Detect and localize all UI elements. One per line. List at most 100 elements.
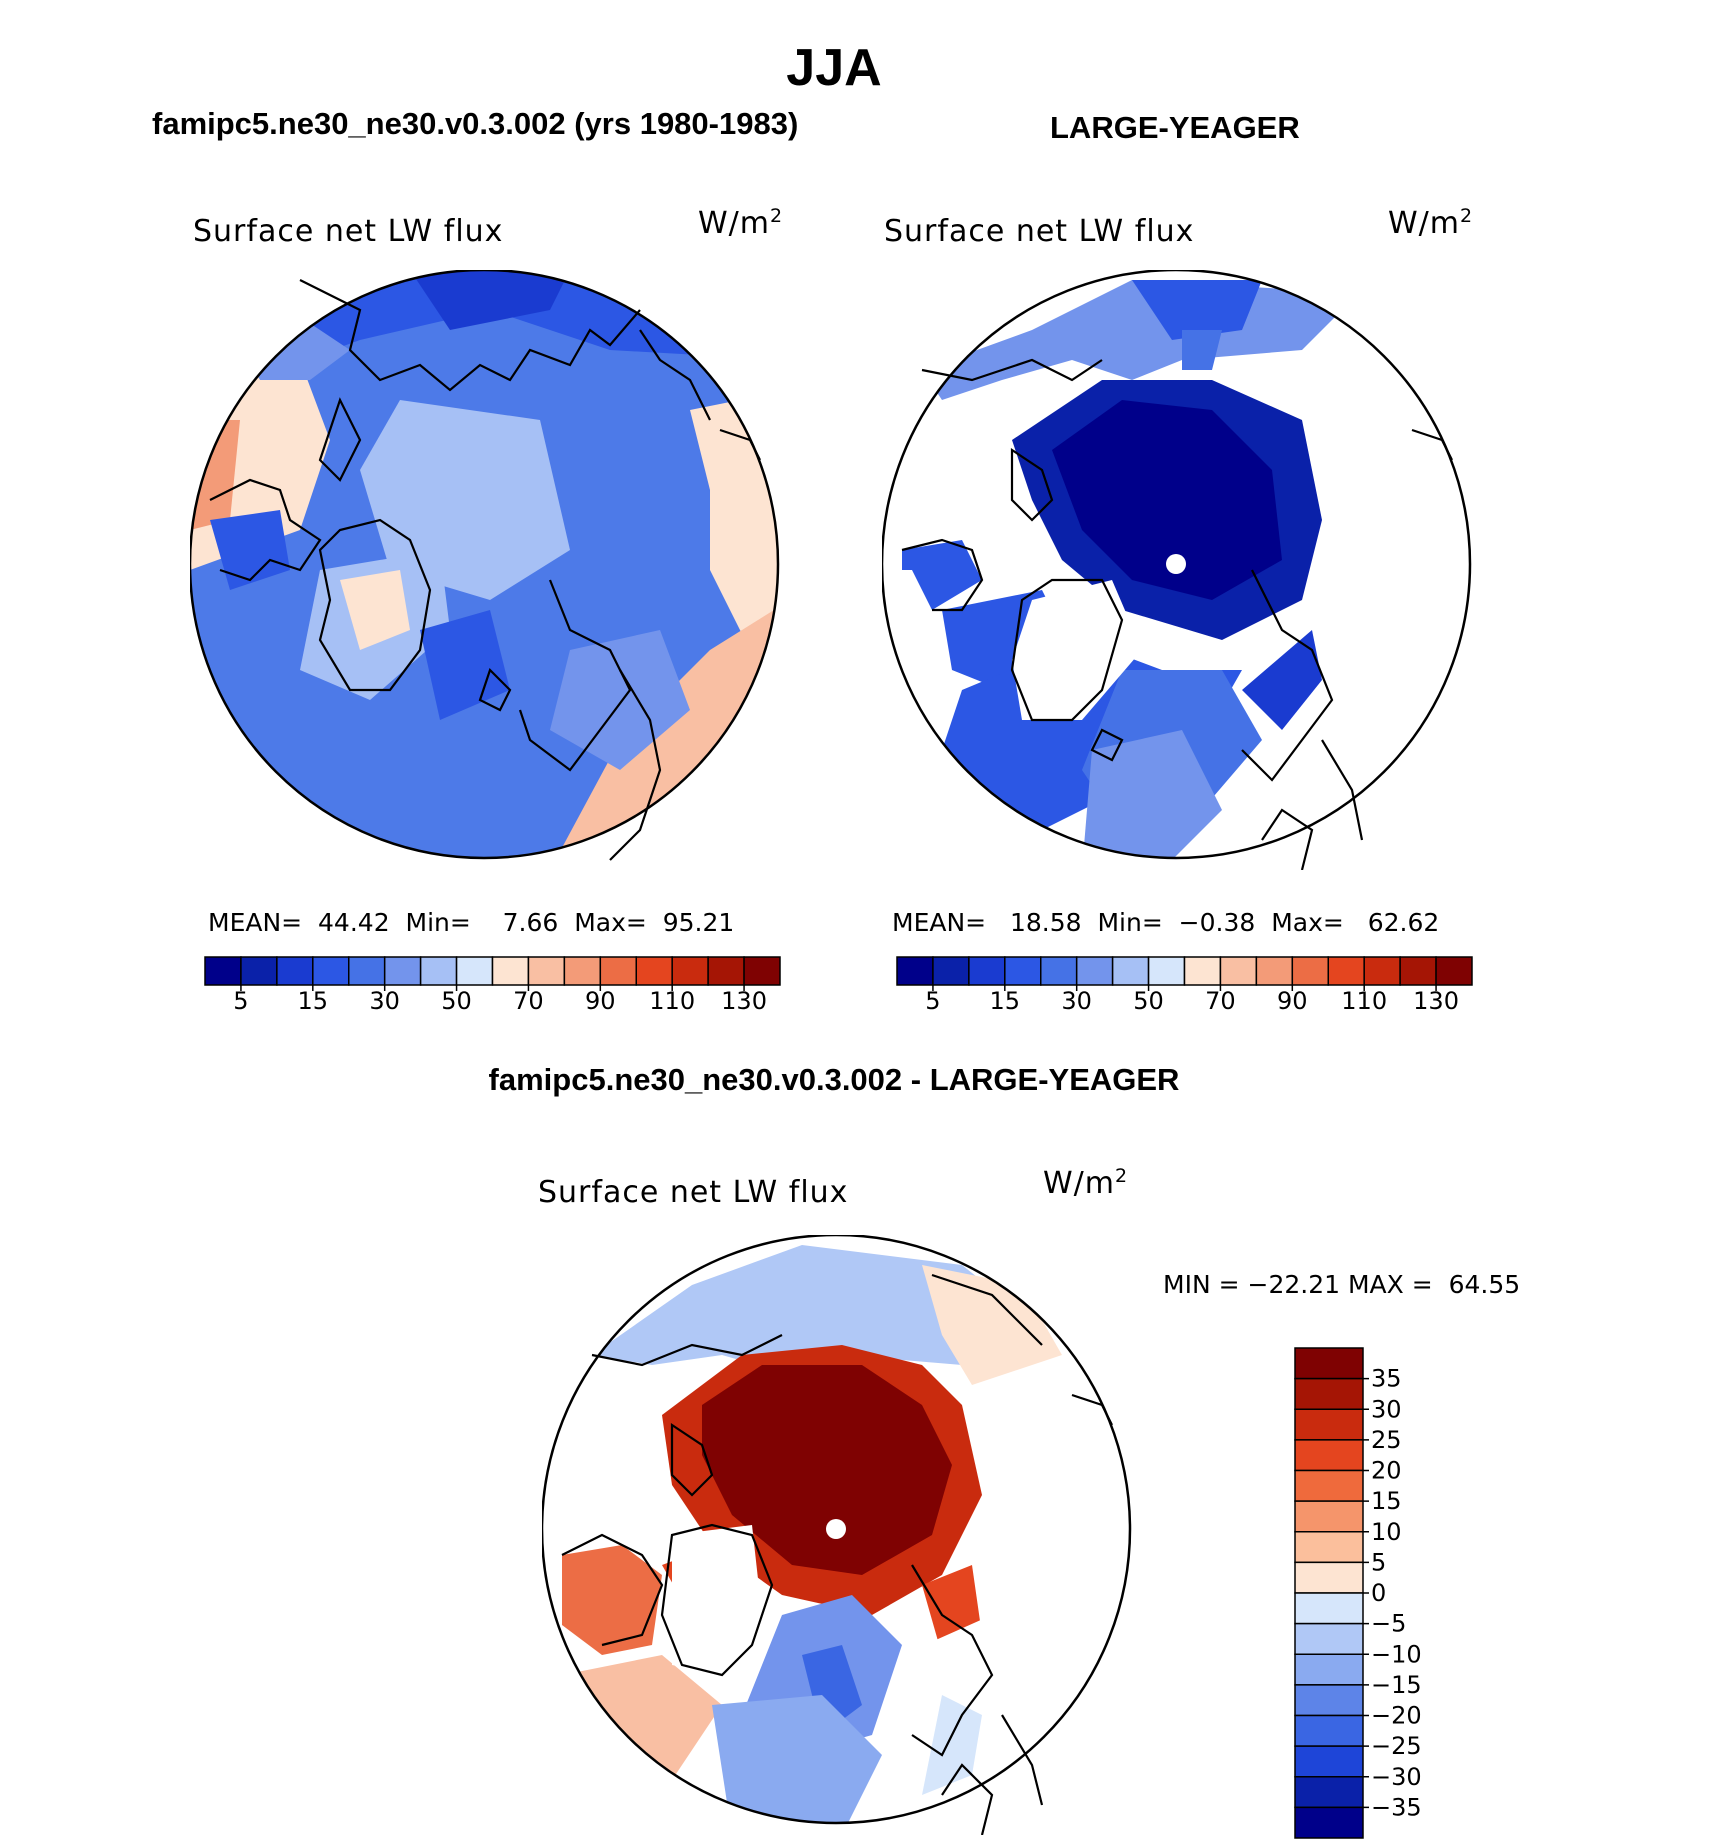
diff-colorbar-tick-label: 5 (1371, 1548, 1386, 1576)
model-colorbar-swatch (707, 956, 745, 986)
obs-colorbar-tick-label: 70 (1205, 987, 1236, 1015)
obs-colorbar-swatch (1183, 956, 1222, 986)
model-colorbar-swatch (491, 956, 530, 986)
diff-coastlines (561, 1273, 1113, 1835)
diff-colorbar-tick-label: 35 (1371, 1365, 1402, 1393)
model-map-border (190, 270, 780, 860)
diff-colorbar-tick-label: −35 (1371, 1793, 1422, 1821)
diff-polar-map (542, 1235, 1132, 1835)
model-case-title: famipc5.ne30_ne30.v0.3.002 (yrs 1980-198… (152, 106, 799, 141)
diff-colorbar-swatch (1294, 1806, 1364, 1839)
model-colorbar-tick-label: 50 (441, 987, 472, 1015)
diff-colorbar-swatch (1294, 1776, 1364, 1809)
model-colorbar-swatch (527, 956, 566, 986)
obs-colorbar-tick-label: 30 (1061, 987, 1092, 1015)
obs-colorbar-swatch (1219, 956, 1258, 986)
obs-colorbar: 5 15 30 50 70 90 110 130 (896, 956, 1473, 1015)
model-coastlines (209, 279, 761, 861)
diff-colorbar-tick-label: 15 (1371, 1487, 1402, 1515)
diff-norwegian-sea (712, 1695, 882, 1823)
model-greenland-warm (340, 570, 410, 650)
diff-colorbar-swatch (1294, 1592, 1364, 1625)
obs-map-border (882, 270, 1472, 860)
obs-colorbar-swatch (1255, 956, 1294, 986)
diff-colorbar-tick-label: −5 (1371, 1610, 1406, 1638)
diff-colorbar-swatch (1294, 1622, 1364, 1655)
diff-colorbar-swatch (1294, 1561, 1364, 1594)
model-field-label: Surface net LW flux (193, 214, 504, 249)
obs-barents-sea (1242, 630, 1322, 730)
model-scandinavia (550, 630, 690, 770)
obs-colorbar-swatch (896, 956, 934, 986)
obs-colorbar-tick-label: 110 (1341, 987, 1387, 1015)
diff-stats: MIN = −22.21 MAX = 64.55 (1163, 1270, 1521, 1299)
obs-laptev-sea (1132, 280, 1262, 340)
model-colorbar-tick-label: 110 (649, 987, 695, 1015)
diff-colorbar-swatch (1294, 1653, 1364, 1686)
obs-colorbar-swatch (1075, 956, 1114, 986)
obs-north-sea (1082, 730, 1222, 858)
model-colorbar-tick-label: 30 (369, 987, 400, 1015)
model-alaska-cool (210, 510, 290, 590)
diff-land-mask-west (542, 1565, 562, 1705)
model-colorbar-tick-label: 90 (585, 987, 616, 1015)
obs-case-title: LARGE-YEAGER (1050, 110, 1300, 145)
diff-hudson-bay (562, 1545, 662, 1655)
diff-colorbar-tick-label: −10 (1371, 1640, 1422, 1668)
obs-colorbar-tick-label: 50 (1133, 987, 1164, 1015)
diff-colorbar-swatch (1294, 1408, 1364, 1441)
obs-colorbar-swatch (968, 956, 1006, 986)
obs-colorbar-swatch (1363, 956, 1401, 986)
model-colorbar: 5 15 30 50 70 90 110 130 (204, 956, 781, 1015)
obs-colorbar-swatch (1291, 956, 1329, 986)
model-colorbar-swatch (419, 956, 458, 986)
difference-title: famipc5.ne30_ne30.v0.3.002 - LARGE-YEAGE… (488, 1062, 1180, 1097)
model-colorbar-swatch (383, 956, 422, 986)
obs-colorbar-swatch (1004, 956, 1042, 986)
model-arctic-ocean (360, 400, 570, 600)
diff-field-label: Surface net LW flux (538, 1175, 849, 1210)
obs-greenland-mask (1012, 580, 1142, 720)
diff-colorbar-swatch (1294, 1714, 1364, 1747)
model-units: W/m2 (698, 205, 784, 241)
obs-colorbar-tick-label: 90 (1277, 987, 1308, 1015)
model-colorbar-swatch (635, 956, 673, 986)
obs-arctic-ocean-core (1052, 400, 1282, 600)
obs-polar-map (882, 270, 1472, 870)
model-colorbar-swatch (743, 956, 781, 986)
diff-greenland-mask (672, 1525, 762, 1675)
diff-north-pacific (592, 1245, 1012, 1375)
diff-colorbar-tick-label: −20 (1371, 1702, 1422, 1730)
diff-colorbar-swatch (1294, 1500, 1364, 1533)
obs-colorbar-tick-label: 15 (990, 987, 1021, 1015)
figure-title: JJA (786, 39, 882, 97)
diff-colorbar-tick-label: −30 (1371, 1763, 1422, 1791)
diff-colorbar-tick-label: 20 (1371, 1457, 1402, 1485)
model-colorbar-tick-label: 5 (233, 987, 248, 1015)
obs-colorbar-swatch (1435, 956, 1473, 986)
obs-stats: MEAN= 18.58 Min= −0.38 Max= 62.62 (892, 908, 1440, 937)
diff-colorbar-swatch (1294, 1469, 1364, 1502)
obs-colorbar-tick-label: 130 (1413, 987, 1459, 1015)
diff-units: W/m2 (1043, 1165, 1129, 1201)
obs-colorbar-swatch (932, 956, 970, 986)
model-colorbar-swatch (348, 956, 386, 986)
obs-coastlines (901, 358, 1453, 870)
model-siberia-core (410, 270, 570, 330)
model-colorbar-swatch (455, 956, 494, 986)
diff-colorbar-tick-label: 10 (1371, 1518, 1402, 1546)
model-colorbar-tick-label: 15 (298, 987, 329, 1015)
obs-colorbar-swatch (1399, 956, 1437, 986)
model-polar-map (190, 270, 780, 861)
diff-arctic-core (702, 1365, 952, 1575)
model-colorbar-swatch (240, 956, 278, 986)
model-colorbar-swatch (671, 956, 709, 986)
obs-colorbar-swatch (1147, 956, 1186, 986)
model-colorbar-tick-label: 130 (721, 987, 767, 1015)
diff-colorbar-swatch (1294, 1377, 1364, 1410)
diff-colorbar-swatch (1294, 1439, 1364, 1472)
diff-colorbar-swatch (1294, 1531, 1364, 1564)
diff-colorbar-swatch (1294, 1347, 1364, 1380)
diff-pole-hole (826, 1519, 846, 1539)
obs-units: W/m2 (1388, 205, 1474, 241)
